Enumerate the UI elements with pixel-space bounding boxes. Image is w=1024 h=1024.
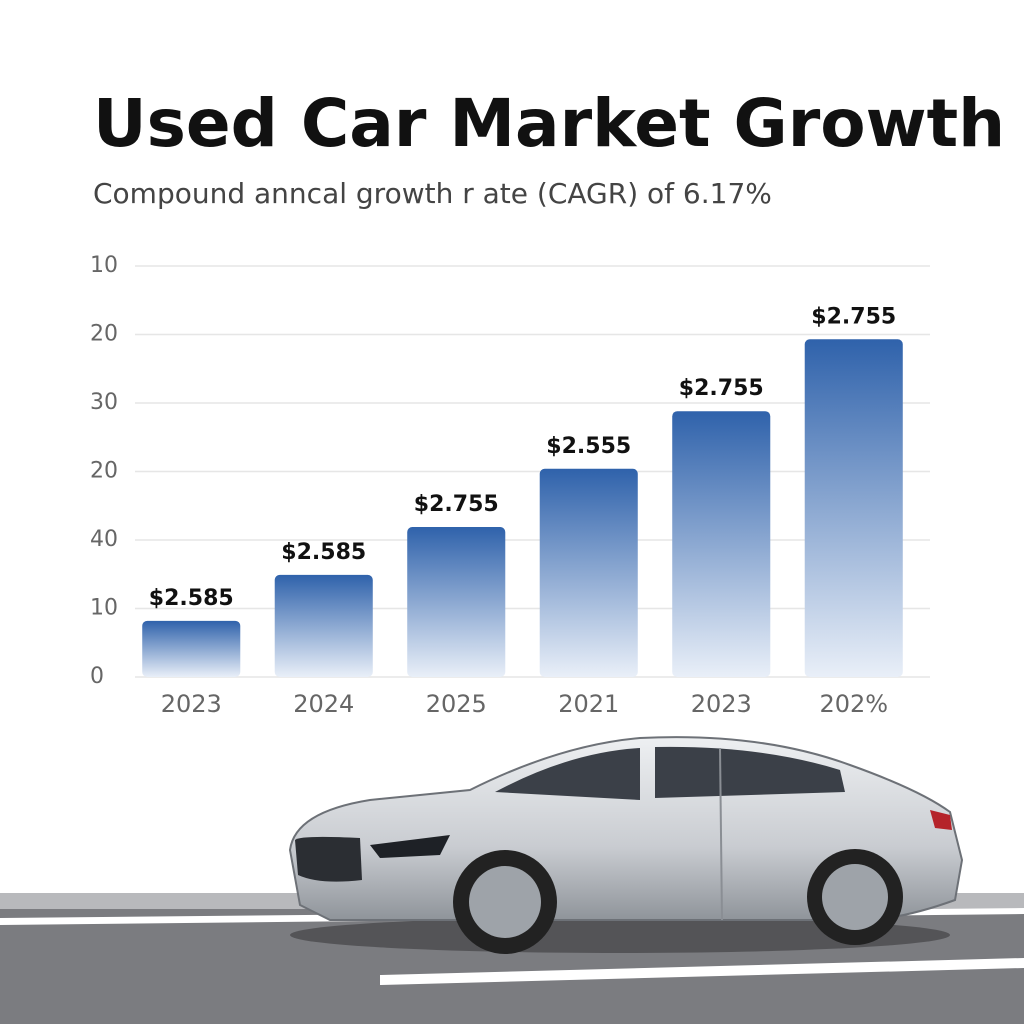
car: [288, 736, 964, 954]
y-tick-label: 10: [90, 253, 118, 278]
x-tick-label: 2023: [161, 690, 222, 718]
x-tick-label: 2023: [691, 690, 752, 718]
y-tick-label: 10: [90, 596, 118, 621]
chart-title: Used Car Market Growth: [93, 85, 1005, 162]
y-tick-label: 0: [90, 664, 104, 689]
x-tick-label: 2021: [558, 690, 619, 718]
y-tick-label: 40: [90, 527, 118, 552]
bar-annotation: $2.755: [811, 304, 896, 329]
y-tick-label: 30: [90, 390, 118, 415]
bar-annotation: $2.585: [281, 540, 366, 565]
bar-annotation: $2.755: [679, 376, 764, 401]
bar-annotation: $2.585: [149, 586, 234, 611]
y-tick-label: 20: [90, 322, 118, 347]
plot-area: 0 10 40 20 30 20 10 2023 $2.585 2024 $2.585 2025 $2.…: [90, 253, 930, 718]
bar: [274, 574, 373, 677]
bar: [804, 339, 903, 677]
bar: [407, 526, 506, 677]
x-tick-label: 2025: [426, 690, 487, 718]
bar-annotation: $2.755: [414, 492, 499, 517]
bar-annotation: $2.555: [546, 434, 631, 459]
chart-subtitle: Compound anncal growth r ate (CAGR) of 6…: [93, 177, 772, 210]
x-tick-label: 202%: [819, 690, 888, 718]
x-tick-label: 2024: [293, 690, 354, 718]
y-tick-label: 20: [90, 459, 118, 484]
bar: [672, 411, 771, 677]
bar: [539, 468, 638, 677]
bar: [142, 620, 241, 677]
